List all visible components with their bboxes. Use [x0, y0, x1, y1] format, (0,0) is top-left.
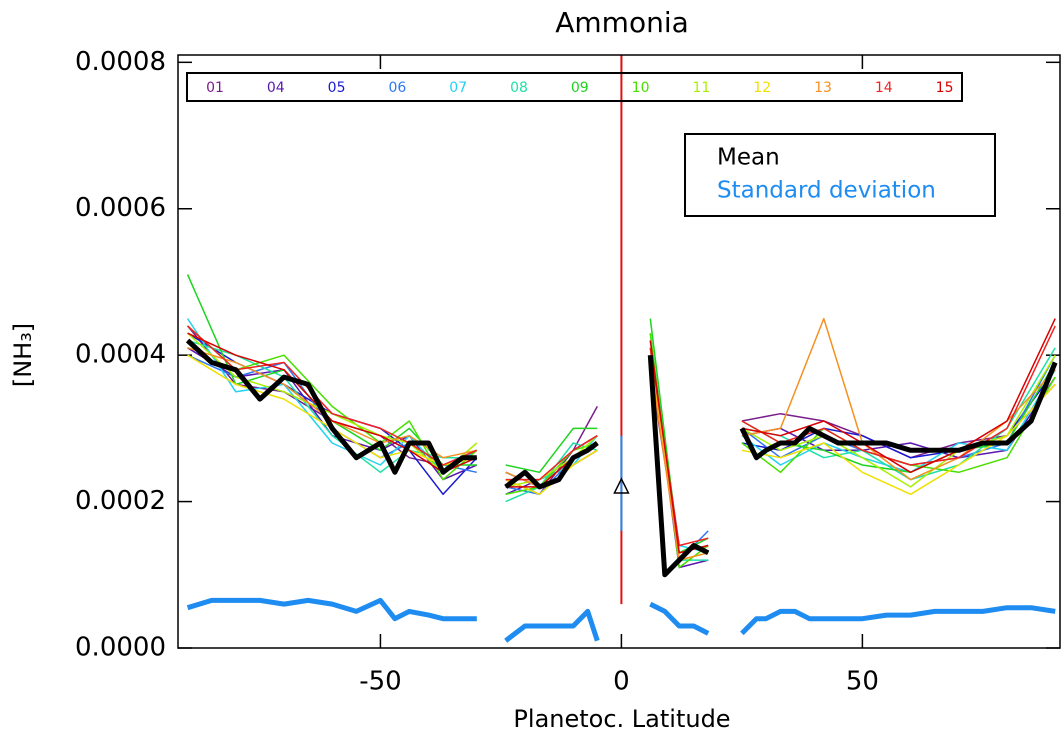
legend-top-box [186, 72, 963, 102]
series-line [741, 347, 1056, 481]
series-line [647, 355, 710, 578]
series-line [187, 325, 478, 466]
legend-entry: 11 [692, 80, 710, 96]
legend-entry: 13 [814, 80, 832, 96]
y-tick-label: 0.0004 [75, 340, 166, 370]
x-tick-label: 0 [613, 667, 630, 697]
series-line [187, 347, 477, 459]
series-line [649, 333, 709, 561]
y-axis-label: [NH₃] [9, 323, 37, 387]
series-line [187, 332, 478, 474]
legend-entry: 04 [267, 80, 285, 96]
series-line [649, 601, 710, 636]
legend-entry: 08 [510, 80, 528, 96]
legend-entry: 01 [206, 80, 224, 96]
series-line [504, 441, 599, 490]
series-line [739, 361, 1058, 461]
series-line [187, 325, 478, 466]
legend-entry: Mean [717, 145, 780, 171]
plot-frame [177, 54, 1061, 649]
series-line [185, 338, 477, 475]
chart-title: Ammonia [555, 6, 689, 39]
series-line [741, 317, 1056, 481]
series-line [504, 608, 600, 643]
series-line [741, 318, 1056, 474]
y-tick-label: 0.0008 [75, 47, 166, 77]
series-line [505, 427, 598, 474]
legend-entry: 10 [632, 80, 650, 96]
legend-entry: Standard deviation [717, 178, 936, 204]
x-axis-label: Planetoc. Latitude [513, 705, 730, 733]
y-tick-label: 0.0006 [75, 193, 166, 223]
series-line [186, 597, 477, 622]
x-tick-label: -50 [359, 667, 401, 697]
legend-entry: 15 [936, 80, 954, 96]
x-tick-label: 50 [846, 667, 879, 697]
y-tick-label: 0.0002 [75, 486, 166, 516]
series-line [741, 354, 1056, 488]
series-line [505, 435, 598, 481]
legend-entry: 07 [449, 80, 467, 96]
equator-marker [613, 477, 630, 494]
legend-entry: 09 [571, 80, 589, 96]
series-line [740, 605, 1056, 636]
legend-entry: 05 [328, 80, 346, 96]
y-tick-label: 0.0000 [75, 633, 166, 663]
legend-entry: 14 [875, 80, 893, 96]
legend-entry: 12 [753, 80, 771, 96]
legend-box [684, 133, 996, 217]
legend-entry: 06 [388, 80, 406, 96]
series-line [505, 435, 598, 488]
